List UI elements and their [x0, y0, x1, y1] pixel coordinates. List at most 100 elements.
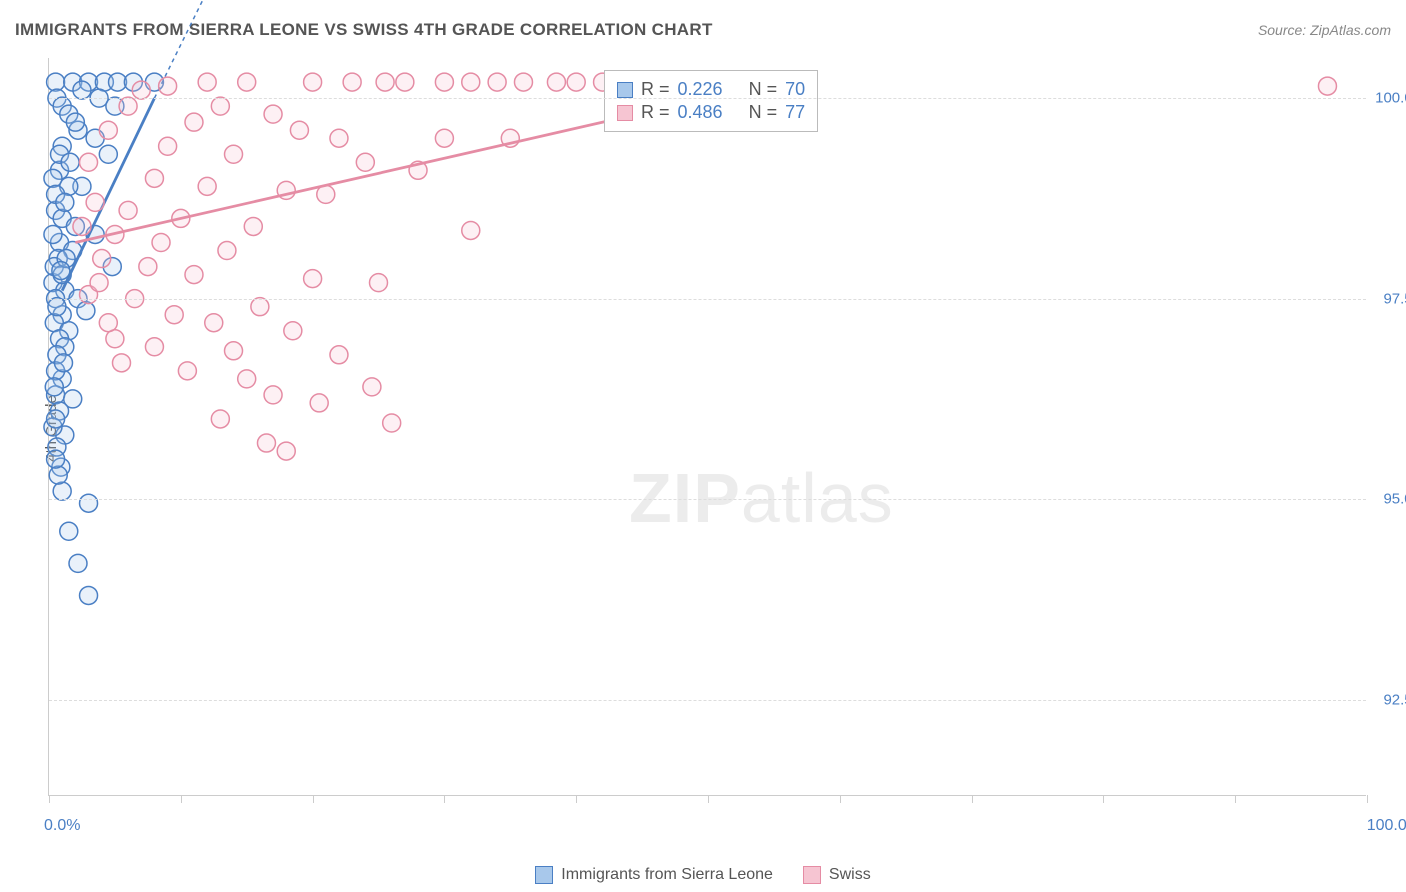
data-point — [547, 73, 565, 91]
data-point — [47, 450, 65, 468]
data-point — [45, 378, 63, 396]
grid-line — [49, 299, 1366, 300]
data-point — [462, 73, 480, 91]
data-point — [56, 193, 74, 211]
x-axis-min-label: 0.0% — [44, 817, 80, 835]
title-bar: IMMIGRANTS FROM SIERRA LEONE VS SWISS 4T… — [15, 20, 1391, 40]
data-point — [185, 266, 203, 284]
data-point — [145, 169, 163, 187]
data-point — [52, 262, 70, 280]
data-point — [211, 97, 229, 115]
data-point — [185, 113, 203, 131]
data-point — [152, 234, 170, 252]
data-point — [488, 73, 506, 91]
data-point — [73, 81, 91, 99]
y-tick-label: 97.5% — [1371, 290, 1406, 307]
data-point — [304, 270, 322, 288]
data-point — [44, 169, 62, 187]
stat-row: R = 0.486 N = 77 — [617, 102, 805, 123]
data-point — [211, 410, 229, 428]
data-point — [238, 73, 256, 91]
legend-swatch — [617, 82, 633, 98]
x-tick — [576, 795, 577, 803]
plot-area: ZIPatlas R = 0.226 N = 70R = 0.486 N = 7… — [48, 58, 1366, 796]
source-label: Source: ZipAtlas.com — [1258, 22, 1391, 38]
y-tick-label: 95.0% — [1371, 491, 1406, 508]
data-point — [462, 221, 480, 239]
data-point — [53, 482, 71, 500]
grid-line — [49, 98, 1366, 99]
data-point — [159, 137, 177, 155]
data-point — [93, 250, 111, 268]
data-point — [396, 73, 414, 91]
legend: Immigrants from Sierra Leone Swiss — [0, 866, 1406, 884]
data-point — [73, 217, 91, 235]
data-point — [290, 121, 308, 139]
data-point — [264, 105, 282, 123]
x-tick — [49, 795, 50, 803]
x-tick — [444, 795, 445, 803]
legend-item: Swiss — [803, 866, 871, 884]
correlation-stat-box: R = 0.226 N = 70R = 0.486 N = 77 — [604, 70, 818, 132]
data-point — [435, 73, 453, 91]
legend-item: Immigrants from Sierra Leone — [535, 866, 773, 884]
data-point — [435, 129, 453, 147]
legend-swatch — [535, 866, 553, 884]
data-point — [284, 322, 302, 340]
data-point — [330, 346, 348, 364]
data-point — [244, 217, 262, 235]
data-point — [198, 73, 216, 91]
data-point — [99, 145, 117, 163]
data-point — [80, 494, 98, 512]
data-point — [330, 129, 348, 147]
x-tick — [840, 795, 841, 803]
grid-line — [49, 700, 1366, 701]
x-tick — [181, 795, 182, 803]
data-point — [277, 442, 295, 460]
data-point — [80, 586, 98, 604]
stat-row: R = 0.226 N = 70 — [617, 79, 805, 100]
data-point — [119, 201, 137, 219]
x-tick — [1367, 795, 1368, 803]
data-point — [514, 73, 532, 91]
x-tick — [313, 795, 314, 803]
data-point — [178, 362, 196, 380]
data-point — [304, 73, 322, 91]
data-point — [198, 177, 216, 195]
data-point — [159, 77, 177, 95]
data-point — [145, 338, 163, 356]
data-point — [257, 434, 275, 452]
data-point — [66, 113, 84, 131]
data-point — [1318, 77, 1336, 95]
data-point — [567, 73, 585, 91]
legend-swatch — [617, 105, 633, 121]
data-point — [251, 298, 269, 316]
data-point — [218, 242, 236, 260]
data-point — [60, 522, 78, 540]
data-point — [376, 73, 394, 91]
data-point — [165, 306, 183, 324]
chart-svg — [49, 58, 1366, 795]
data-point — [54, 354, 72, 372]
data-point — [225, 145, 243, 163]
data-point — [44, 225, 62, 243]
data-point — [61, 153, 79, 171]
data-point — [86, 193, 104, 211]
data-point — [225, 342, 243, 360]
x-axis-max-label: 100.0% — [1367, 817, 1406, 835]
chart-title: IMMIGRANTS FROM SIERRA LEONE VS SWISS 4T… — [15, 20, 713, 40]
data-point — [370, 274, 388, 292]
data-point — [205, 314, 223, 332]
x-tick — [708, 795, 709, 803]
data-point — [356, 153, 374, 171]
data-point — [80, 153, 98, 171]
data-point — [49, 466, 67, 484]
data-point — [90, 274, 108, 292]
data-point — [383, 414, 401, 432]
y-tick-label: 100.0% — [1371, 90, 1406, 107]
data-point — [139, 258, 157, 276]
legend-swatch — [803, 866, 821, 884]
data-point — [99, 121, 117, 139]
data-point — [99, 314, 117, 332]
data-point — [363, 378, 381, 396]
